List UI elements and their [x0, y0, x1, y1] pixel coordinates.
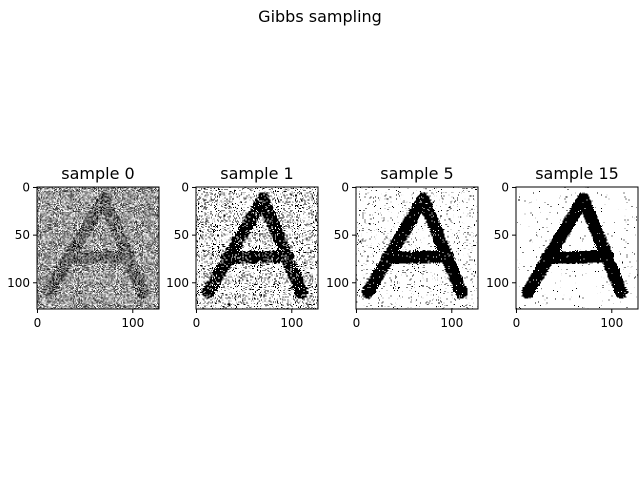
sample-image	[516, 187, 638, 309]
x-tick-label: 100	[600, 316, 623, 330]
subplot-0: sample 0 0 100 0 50 100	[7, 164, 160, 330]
sample-image	[356, 187, 478, 309]
x-tick-label: 100	[440, 316, 463, 330]
y-tick-label: 0	[341, 180, 349, 194]
axes-frame	[195, 186, 319, 310]
x-tick-label: 100	[121, 316, 144, 330]
axes-frame	[515, 186, 639, 310]
x-tick-label: 0	[353, 316, 361, 330]
y-tick-label: 0	[501, 180, 509, 194]
y-tick-label: 100	[486, 276, 509, 290]
axes-frame	[36, 186, 160, 310]
y-tick-label: 100	[326, 276, 349, 290]
y-tick-label: 50	[15, 228, 30, 242]
subplot-title: sample 1	[220, 164, 293, 183]
y-tick-label: 100	[7, 276, 30, 290]
figure-title: Gibbs sampling	[258, 7, 382, 26]
y-tick-label: 50	[174, 228, 189, 242]
axes-frame	[355, 186, 479, 310]
sample-image	[196, 187, 318, 309]
x-tick-label: 0	[193, 316, 201, 330]
y-tick-label: 50	[494, 228, 509, 242]
subplot-1: sample 1 0 100 0 50 100	[166, 164, 319, 330]
subplot-title: sample 5	[380, 164, 453, 183]
subplot-2: sample 5 0 100 0 50 100	[326, 164, 479, 330]
x-tick-label: 100	[280, 316, 303, 330]
subplot-title: sample 15	[535, 164, 619, 183]
y-tick-label: 0	[22, 180, 30, 194]
subplot-3: sample 15 0 100 0 50 100	[486, 164, 639, 330]
y-tick-label: 100	[166, 276, 189, 290]
subplot-title: sample 0	[61, 164, 134, 183]
y-tick-label: 50	[334, 228, 349, 242]
sample-image	[37, 187, 159, 309]
y-tick-label: 0	[181, 180, 189, 194]
x-tick-label: 0	[34, 316, 42, 330]
x-tick-label: 0	[513, 316, 521, 330]
